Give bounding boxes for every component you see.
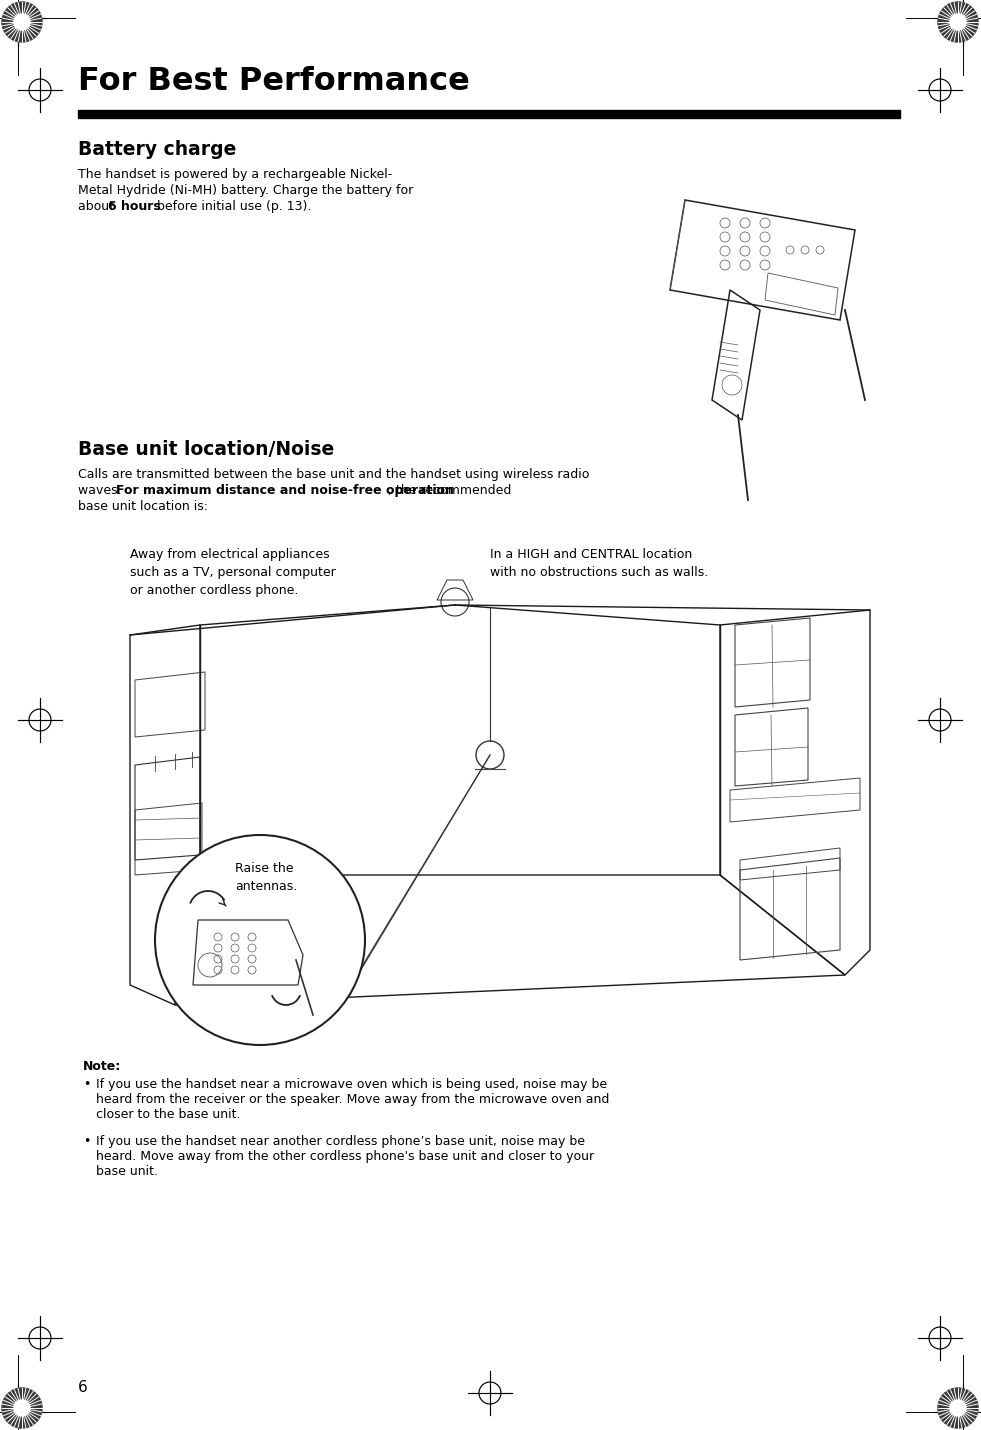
Text: before initial use (p. 13).: before initial use (p. 13).: [153, 200, 311, 213]
Circle shape: [950, 14, 966, 30]
Circle shape: [950, 1400, 966, 1416]
Text: closer to the base unit.: closer to the base unit.: [96, 1108, 240, 1121]
Text: Battery charge: Battery charge: [78, 140, 236, 159]
Text: heard. Move away from the other cordless phone's base unit and closer to your: heard. Move away from the other cordless…: [96, 1150, 594, 1163]
Text: If you use the handset near another cordless phone’s base unit, noise may be: If you use the handset near another cord…: [96, 1135, 585, 1148]
Circle shape: [938, 1, 978, 41]
Text: For Best Performance: For Best Performance: [78, 66, 470, 97]
Text: For maximum distance and noise-free operation: For maximum distance and noise-free oper…: [116, 483, 454, 498]
Circle shape: [2, 1, 42, 41]
Text: Note:: Note:: [83, 1060, 122, 1072]
Text: base unit location is:: base unit location is:: [78, 500, 208, 513]
Text: Base unit location/Noise: Base unit location/Noise: [78, 440, 335, 459]
Circle shape: [14, 14, 30, 30]
Text: •: •: [83, 1078, 90, 1091]
Text: waves.: waves.: [78, 483, 126, 498]
Text: Raise the
antennas.: Raise the antennas.: [235, 862, 297, 892]
Text: •: •: [83, 1135, 90, 1148]
Circle shape: [155, 835, 365, 1045]
Text: base unit.: base unit.: [96, 1165, 158, 1178]
Text: heard from the receiver or the speaker. Move away from the microwave oven and: heard from the receiver or the speaker. …: [96, 1093, 609, 1105]
Text: Calls are transmitted between the base unit and the handset using wireless radio: Calls are transmitted between the base u…: [78, 468, 590, 480]
Text: 6 hours: 6 hours: [108, 200, 161, 213]
Circle shape: [14, 1400, 30, 1416]
Text: about: about: [78, 200, 118, 213]
Text: In a HIGH and CENTRAL location
with no obstructions such as walls.: In a HIGH and CENTRAL location with no o…: [490, 548, 708, 579]
Text: If you use the handset near a microwave oven which is being used, noise may be: If you use the handset near a microwave …: [96, 1078, 607, 1091]
Text: Metal Hydride (Ni-MH) battery. Charge the battery for: Metal Hydride (Ni-MH) battery. Charge th…: [78, 184, 413, 197]
Text: 6: 6: [78, 1380, 87, 1396]
Text: The handset is powered by a rechargeable Nickel-: The handset is powered by a rechargeable…: [78, 167, 392, 182]
Text: Away from electrical appliances
such as a TV, personal computer
or another cordl: Away from electrical appliances such as …: [130, 548, 336, 596]
Circle shape: [938, 1389, 978, 1429]
Text: , the recommended: , the recommended: [388, 483, 511, 498]
Circle shape: [2, 1389, 42, 1429]
